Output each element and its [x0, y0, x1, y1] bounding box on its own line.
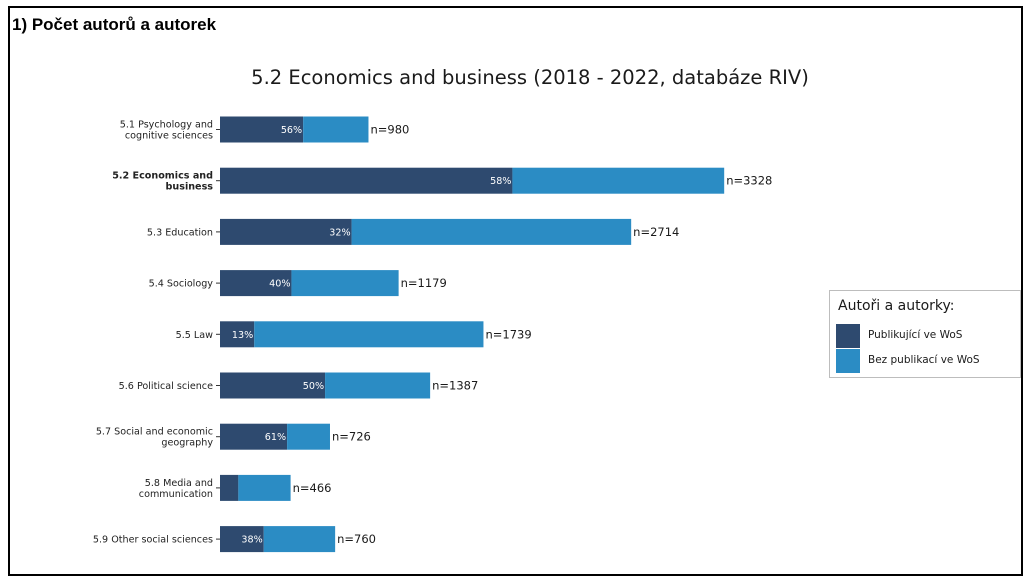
- y-tick-label: cognitive sciences: [125, 131, 213, 142]
- bar-nonpublishing: [512, 167, 725, 194]
- share-label: 50%: [303, 381, 324, 392]
- total-label: n=1739: [485, 327, 531, 341]
- bar-publishing: [220, 116, 304, 143]
- bar-publishing: [220, 474, 239, 501]
- total-label: n=2714: [633, 225, 679, 239]
- bar-nonpublishing: [287, 423, 330, 450]
- total-label: n=466: [293, 481, 332, 495]
- bar-nonpublishing: [291, 270, 399, 297]
- y-tick-label: communication: [139, 489, 213, 500]
- share-label: 61%: [265, 432, 286, 443]
- legend-title: Autoři a autorky:: [838, 298, 955, 314]
- bar-publishing: [220, 270, 292, 297]
- total-label: n=980: [370, 123, 409, 137]
- legend-label-publishing: Publikující ve WoS: [868, 329, 963, 341]
- share-label: 32%: [329, 227, 350, 238]
- y-tick-label: geography: [161, 438, 213, 449]
- bar-publishing: [220, 423, 288, 450]
- share-label: 40%: [269, 279, 290, 290]
- y-tick-label: 5.4 Sociology: [149, 279, 214, 290]
- bar-publishing: [220, 218, 352, 245]
- y-tick-label: 5.3 Education: [147, 227, 213, 238]
- bar-nonpublishing: [325, 372, 431, 399]
- chart-title: 5.2 Economics and business (2018 - 2022,…: [251, 66, 809, 89]
- bar-nonpublishing: [254, 321, 484, 348]
- legend: Autoři a autorky: Publikující ve WoS Bez…: [829, 290, 1021, 378]
- y-tick-label: 5.6 Political science: [119, 381, 213, 392]
- share-label: 58%: [490, 176, 511, 187]
- total-label: n=1387: [432, 379, 478, 393]
- total-label: n=760: [337, 532, 376, 546]
- bar-publishing: [220, 167, 513, 194]
- y-tick-label: 5.2 Economics and: [112, 171, 213, 182]
- share-label: 13%: [232, 330, 253, 341]
- bar-nonpublishing: [303, 116, 369, 143]
- y-tick-label: 5.8 Media and: [145, 478, 213, 489]
- legend-label-nonpublishing: Bez publikací ve WoS: [868, 354, 980, 366]
- y-tick-label: 5.5 Law: [176, 330, 214, 341]
- total-label: n=726: [332, 430, 371, 444]
- total-label: n=3328: [726, 174, 772, 188]
- y-tick-label: 5.1 Psychology and: [120, 120, 213, 131]
- y-tick-label: 5.9 Other social sciences: [93, 535, 213, 546]
- total-label: n=1179: [401, 276, 447, 290]
- bar-nonpublishing: [263, 526, 336, 553]
- share-label: 38%: [241, 535, 262, 546]
- bar-nonpublishing: [351, 218, 632, 245]
- legend-swatch-publishing: [836, 324, 860, 348]
- bar-publishing: [220, 526, 264, 553]
- bar-publishing: [220, 372, 326, 399]
- y-tick-label: 5.7 Social and economic: [96, 427, 213, 438]
- share-label: 56%: [281, 125, 302, 136]
- legend-swatch-nonpublishing: [836, 349, 860, 373]
- section-title: 1) Počet autorů a autorek: [12, 15, 217, 34]
- y-tick-label: business: [166, 182, 214, 193]
- bar-publishing: [220, 321, 255, 348]
- bar-nonpublishing: [238, 474, 291, 501]
